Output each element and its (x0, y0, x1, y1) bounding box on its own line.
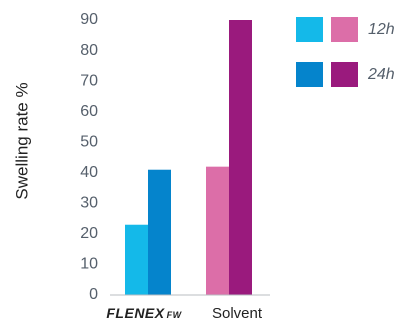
y-tick-label: 40 (80, 164, 98, 181)
y-tick-label: 70 (80, 72, 98, 89)
bar-solvent-24h (229, 20, 252, 295)
legend-label-12h: 12h (368, 21, 395, 38)
category-label-flenex: FLENEX FW (106, 305, 182, 321)
brand-sub-text: FW (167, 310, 183, 320)
brand-main-text: FLENEX (106, 305, 165, 321)
y-tick-label: 60 (80, 103, 98, 120)
category-label-solvent: Solvent (212, 305, 263, 322)
y-tick-label: 50 (80, 133, 98, 150)
legend-label-24h: 24h (367, 66, 395, 83)
legend-swatch-24h-solvent (331, 62, 358, 87)
x-axis-categories: FLENEX FW Solvent (106, 305, 262, 322)
y-tick-label: 80 (80, 42, 98, 59)
bar-flenex-24h (148, 169, 171, 295)
bars (125, 20, 252, 295)
bar-flenex-12h (125, 224, 148, 295)
y-axis-ticks: 0 10 20 30 40 50 60 70 80 90 (80, 11, 98, 303)
bar-solvent-12h (206, 166, 229, 295)
legend-swatch-12h-flenex (296, 17, 323, 42)
y-tick-label: 20 (80, 225, 98, 242)
legend-swatch-12h-solvent (331, 17, 358, 42)
y-tick-label: 0 (89, 286, 98, 303)
y-tick-label: 90 (80, 11, 98, 28)
legend: 12h 24h (296, 17, 395, 87)
y-axis-label-text: Swelling rate % (12, 82, 31, 199)
y-axis-label: Swelling rate % (12, 82, 31, 199)
y-tick-label: 30 (80, 195, 98, 212)
y-tick-label: 10 (80, 256, 98, 273)
legend-swatch-24h-flenex (296, 62, 323, 87)
